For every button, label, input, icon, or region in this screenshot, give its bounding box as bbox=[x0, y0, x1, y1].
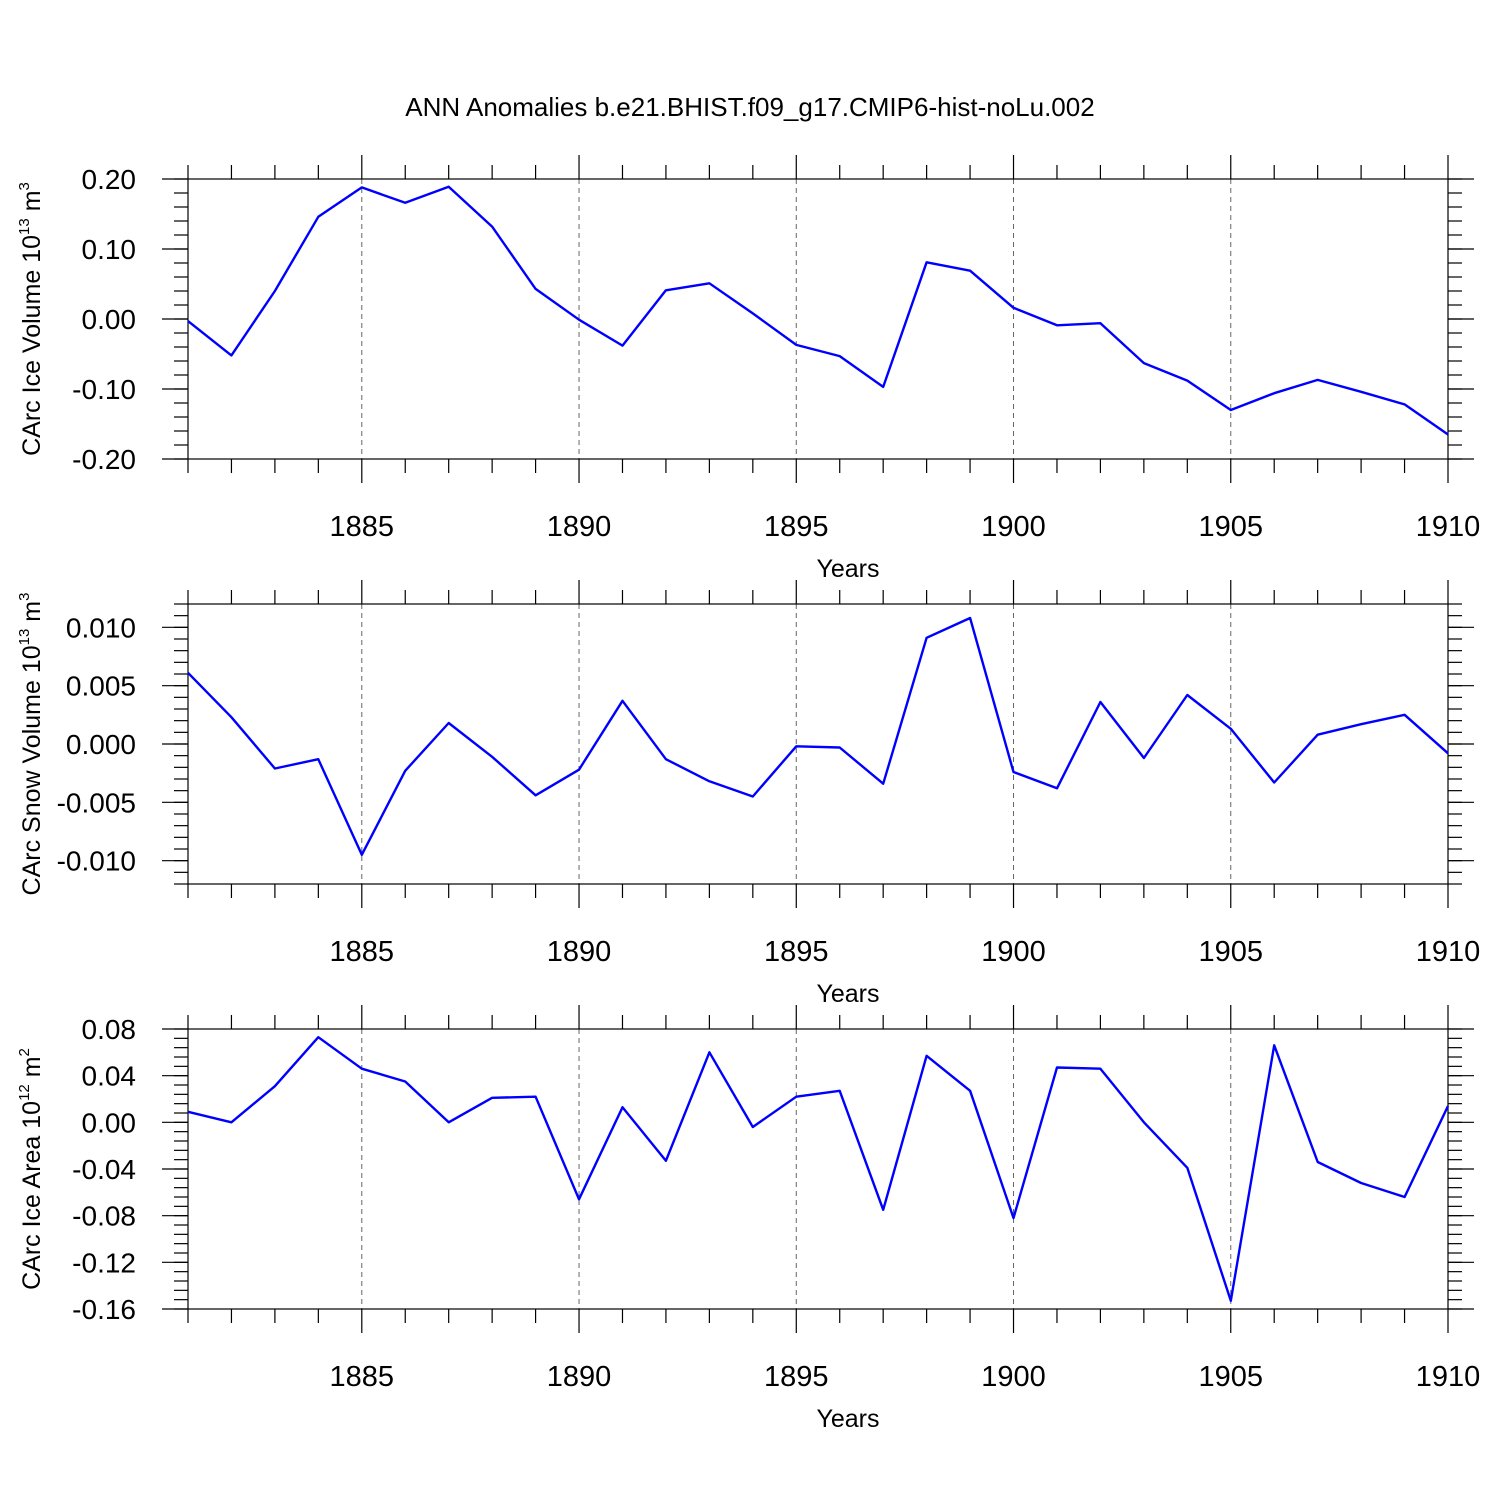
x-tick-label: 1910 bbox=[1416, 511, 1481, 543]
y-tick-label: 0.000 bbox=[66, 729, 136, 760]
x-axis-label: Years bbox=[816, 555, 879, 583]
series-line bbox=[187, 616, 1449, 856]
series-line bbox=[187, 185, 1449, 436]
y-tick-label: -0.010 bbox=[57, 846, 136, 877]
x-tick-label: 1900 bbox=[981, 936, 1046, 968]
plot-frame bbox=[187, 178, 1449, 460]
y-tick-label: -0.005 bbox=[57, 787, 136, 818]
y-tick-label: -0.20 bbox=[72, 444, 136, 475]
y-tick-label: 0.20 bbox=[82, 164, 137, 195]
x-axis-label: Years bbox=[816, 1405, 879, 1433]
x-tick-label: 1905 bbox=[1199, 936, 1264, 968]
y-tick-label: -0.04 bbox=[72, 1154, 136, 1185]
x-tick-label: 1890 bbox=[547, 936, 612, 968]
y-tick-label: -0.08 bbox=[72, 1201, 136, 1232]
y-tick-label: 0.010 bbox=[66, 612, 136, 643]
x-tick-label: 1900 bbox=[981, 1361, 1046, 1393]
x-tick-label: 1885 bbox=[330, 511, 395, 543]
x-tick-label: 1895 bbox=[764, 936, 829, 968]
y-tick-label: -0.12 bbox=[72, 1247, 136, 1278]
panel-1: 1885 1890 1895 1900 1905 1910 -0.20 -0.10 0.00 0.… bbox=[16, 155, 1480, 583]
y-axis-label: CArc Snow Volume 1013 m3 bbox=[16, 593, 46, 896]
y-tick-label: 0.04 bbox=[82, 1061, 137, 1092]
x-tick-label: 1900 bbox=[981, 511, 1046, 543]
x-axis-label: Years bbox=[816, 980, 879, 1008]
y-tick-label: 0.08 bbox=[82, 1014, 137, 1045]
x-tick-label: 1895 bbox=[764, 1361, 829, 1393]
y-tick-label: -0.16 bbox=[72, 1294, 136, 1325]
panel-3: 1885 1890 1895 1900 1905 1910 -0.16 -0.12 -0.08 -… bbox=[16, 1005, 1480, 1433]
panels: 1885 1890 1895 1900 1905 1910 -0.20 -0.10 0.00 0.… bbox=[16, 155, 1480, 1433]
y-tick-label: 0.00 bbox=[82, 1107, 137, 1138]
y-tick-label: 0.00 bbox=[82, 304, 137, 335]
y-tick-label: 0.10 bbox=[82, 234, 137, 265]
panel-2: 1885 1890 1895 1900 1905 1910 -0.010 -0.005 0.00… bbox=[16, 580, 1480, 1008]
x-tick-label: 1890 bbox=[547, 1361, 612, 1393]
plot-frame bbox=[187, 603, 1449, 885]
x-tick-label: 1910 bbox=[1416, 936, 1481, 968]
x-tick-label: 1885 bbox=[330, 1361, 395, 1393]
x-tick-label: 1895 bbox=[764, 511, 829, 543]
plot-frame bbox=[187, 1028, 1449, 1310]
y-tick-label: -0.10 bbox=[72, 374, 136, 405]
series-line bbox=[187, 1035, 1450, 1303]
y-axis-label: CArc Ice Area 1012 m2 bbox=[16, 1048, 46, 1290]
x-tick-label: 1885 bbox=[330, 936, 395, 968]
x-tick-label: 1890 bbox=[547, 511, 612, 543]
x-tick-label: 1905 bbox=[1199, 511, 1264, 543]
y-tick-label: 0.005 bbox=[66, 671, 136, 702]
x-tick-label: 1910 bbox=[1416, 1361, 1481, 1393]
y-axis-label: CArc Ice Volume 1013 m3 bbox=[16, 182, 46, 456]
x-tick-label: 1905 bbox=[1199, 1361, 1264, 1393]
figure-title: ANN Anomalies b.e21.BHIST.f09_g17.CMIP6-… bbox=[405, 92, 1094, 122]
